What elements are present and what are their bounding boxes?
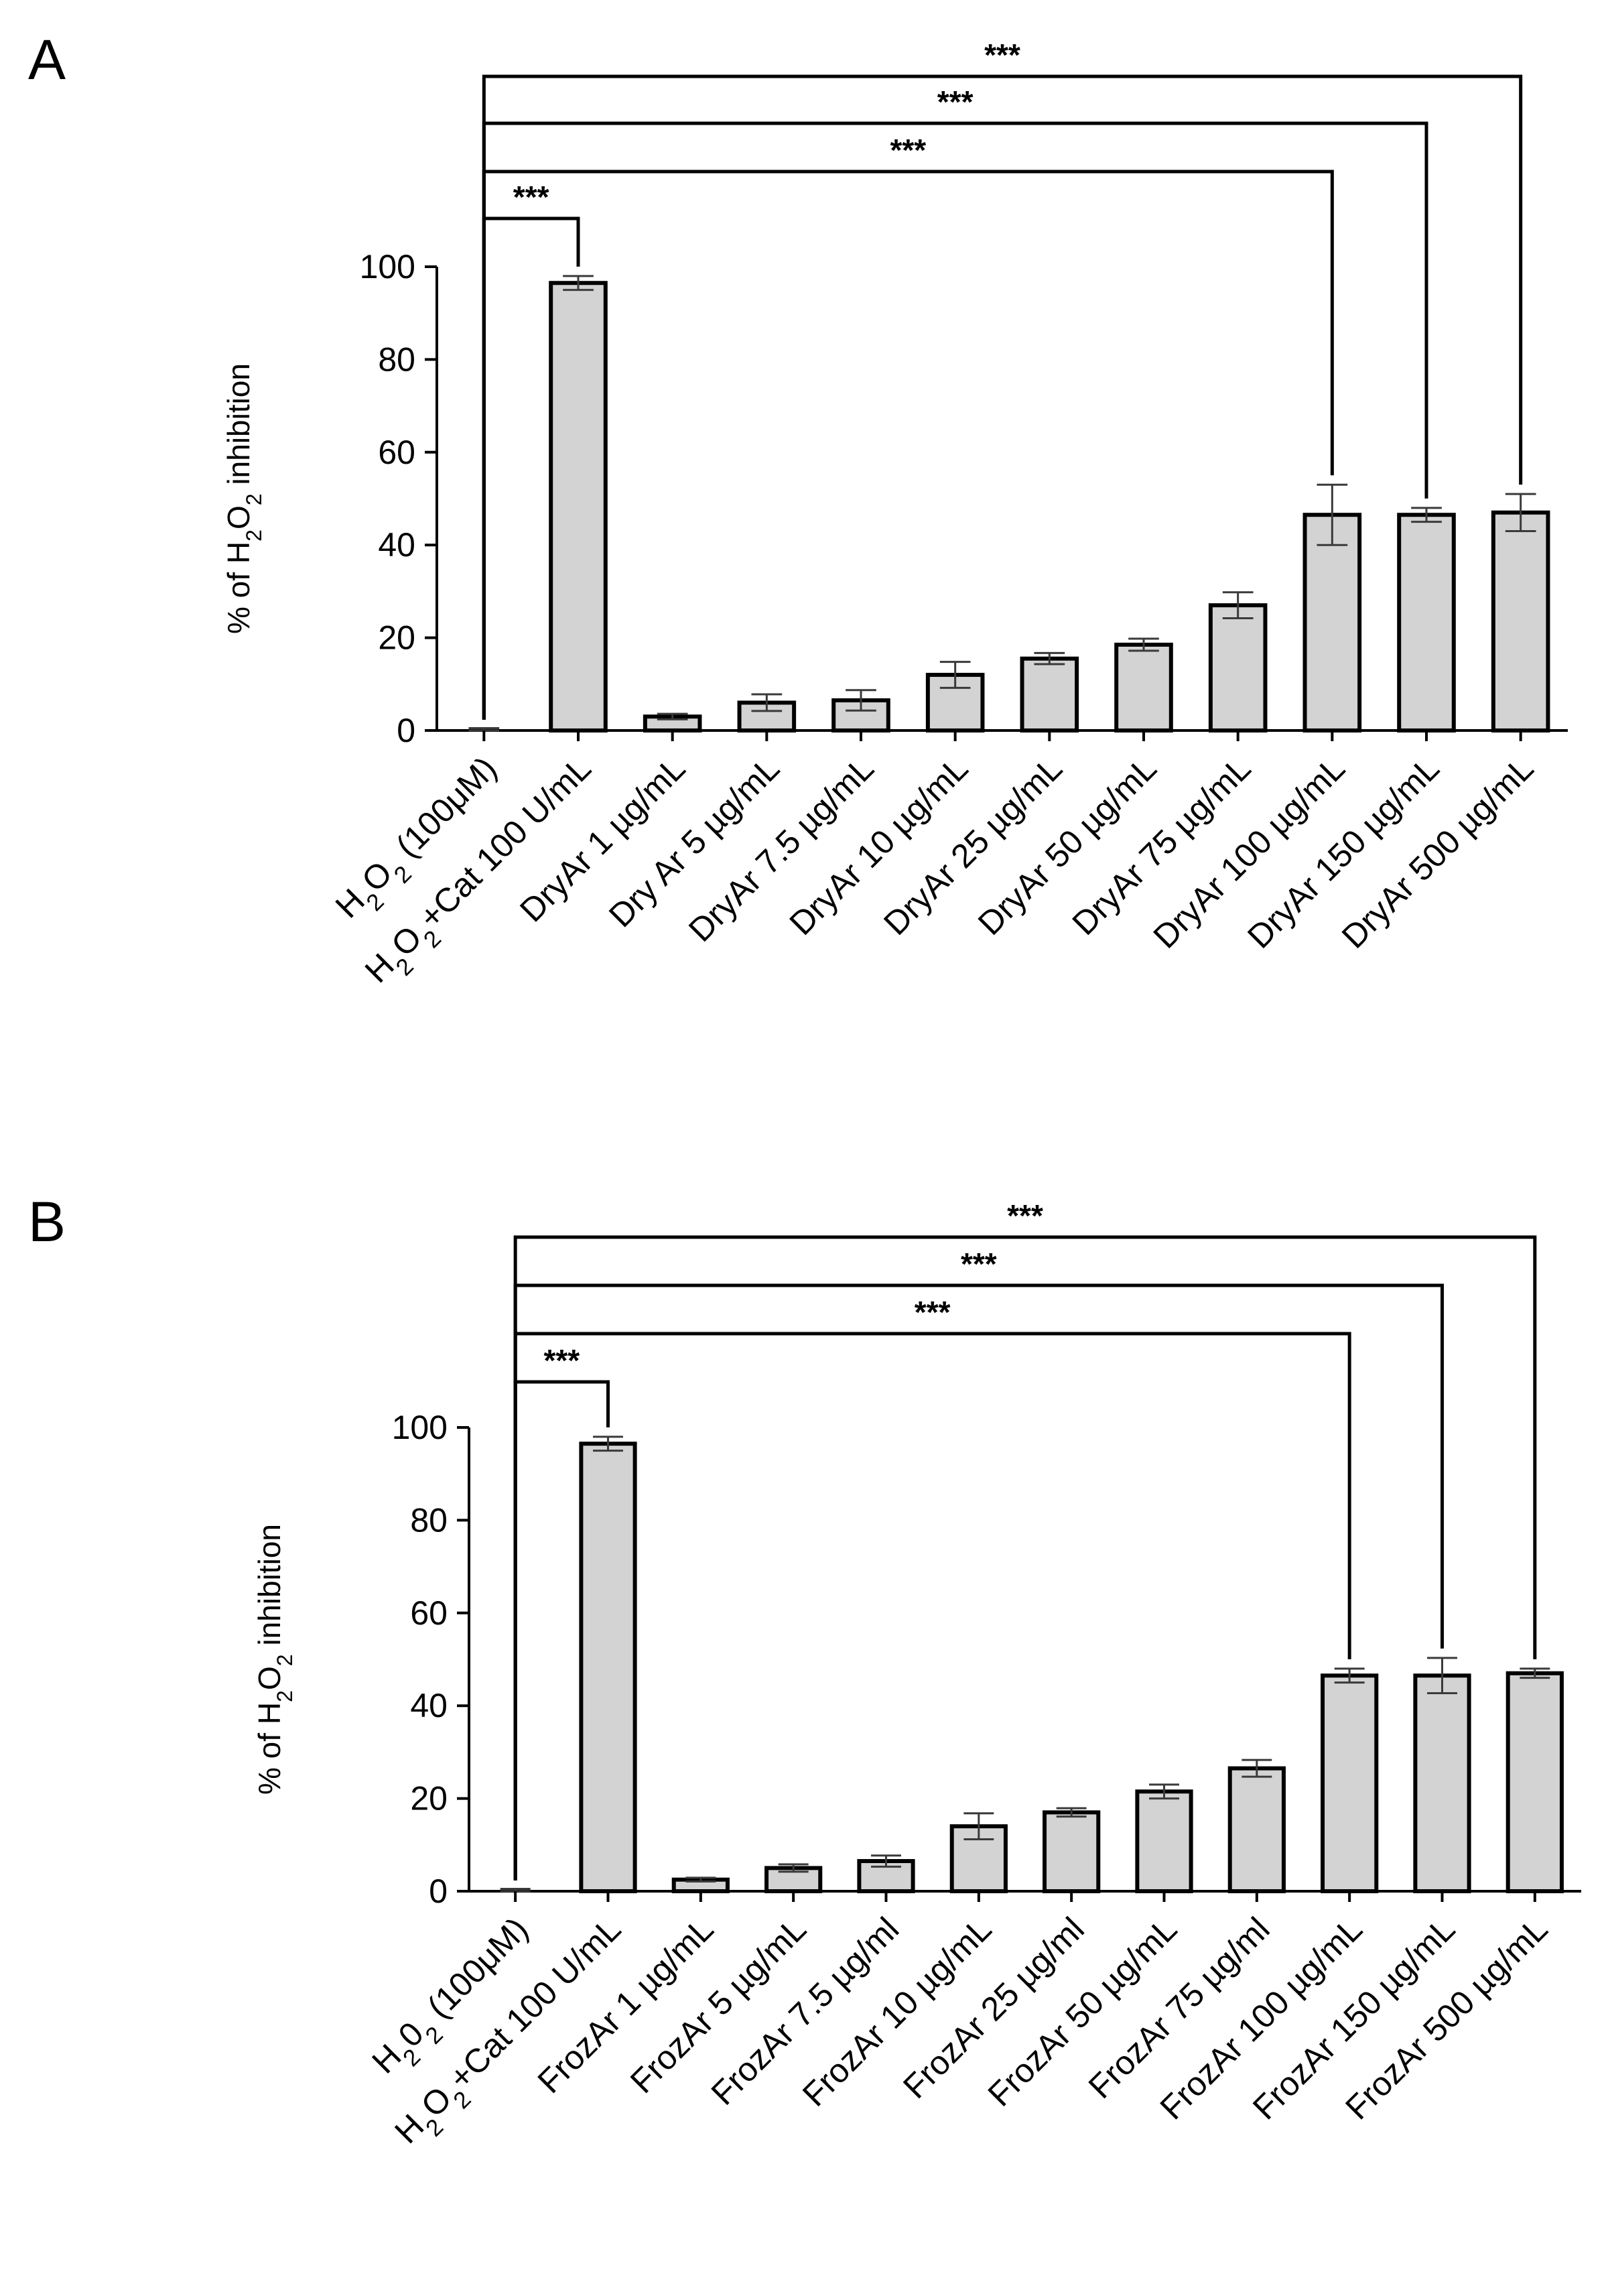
panel-b-significance-label: *** xyxy=(915,1295,951,1330)
panel-b-y-tick-label: 20 xyxy=(410,1780,448,1817)
panel-a-bar xyxy=(1020,656,1079,732)
panel-a-bar xyxy=(1302,513,1362,732)
panel-b-bar xyxy=(1043,1810,1101,1894)
panel-a-significance-label: *** xyxy=(984,38,1020,72)
panel-a-significance-bracket xyxy=(482,74,1523,720)
panel-a-y-tick-label: 40 xyxy=(378,526,415,564)
panel-b-significance-bracket xyxy=(513,1283,1444,1880)
panel-a-significance-bracket xyxy=(482,121,1428,720)
panel-b-y-tick-label: 40 xyxy=(410,1687,448,1724)
panel-a-significance-bracket xyxy=(482,170,1334,720)
panel-a-y-tick-label: 80 xyxy=(378,340,415,378)
panel-b-y-axis-label: % of H2O2 inhibition xyxy=(252,1524,297,1795)
panel-b-y-tick-label: 100 xyxy=(392,1409,448,1446)
panel-a-significance-label: *** xyxy=(937,84,974,119)
panel-a-letter: A xyxy=(28,28,66,91)
panel-b-significance-label: *** xyxy=(1007,1198,1043,1233)
panel-b-bar xyxy=(579,1442,637,1893)
panel-b-bar xyxy=(1227,1766,1286,1894)
panel-b-significance-label: *** xyxy=(543,1343,580,1378)
panel-a-significance-label: *** xyxy=(513,180,549,214)
panel-b-bar xyxy=(1413,1673,1471,1893)
panel-a-bar xyxy=(1491,510,1550,732)
panel-b-significance-label: *** xyxy=(961,1247,997,1281)
panel-b-bar xyxy=(764,1866,823,1893)
panel-a-y-tick-label: 100 xyxy=(360,248,415,285)
panel-b-bar xyxy=(1505,1671,1564,1893)
panel-a-y-tick-label: 20 xyxy=(378,619,415,657)
panel-a-bar xyxy=(1397,513,1456,732)
panel-a-category-label: Dry Ar 5 µg/mL xyxy=(602,749,787,934)
panel-b-y-tick-label: 60 xyxy=(410,1594,448,1632)
panel-a-bar xyxy=(1114,642,1173,732)
panel-b-bar xyxy=(1321,1673,1379,1893)
panel-a-significance-label: *** xyxy=(890,133,926,168)
panel-b-bar xyxy=(1135,1789,1193,1893)
panel-b-significance-bracket xyxy=(513,1332,1351,1880)
panel-b-y-tick-label: 80 xyxy=(410,1501,448,1539)
panel-a-y-axis-label: % of H2O2 inhibition xyxy=(221,363,266,634)
panel-b-letter: B xyxy=(28,1190,66,1253)
panel-a-bar xyxy=(1208,603,1268,732)
panel-b-significance-bracket xyxy=(513,1235,1537,1880)
panel-a-category-label: DryAr 1 µg/mL xyxy=(513,749,692,929)
panel-a-y-tick-label: 0 xyxy=(397,712,415,749)
panel-a-y-tick-label: 60 xyxy=(378,434,415,471)
panel-a-bar xyxy=(549,281,608,733)
panel-b-y-tick-label: 0 xyxy=(429,1872,448,1910)
